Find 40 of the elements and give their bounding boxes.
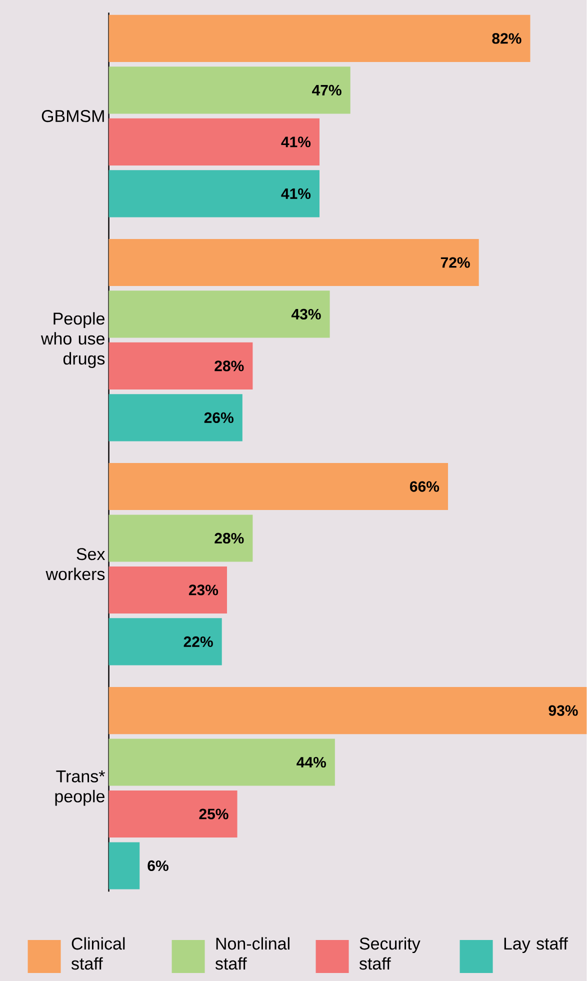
bar (108, 618, 222, 666)
data-label: 41% (281, 136, 311, 148)
bar (108, 566, 228, 614)
data-label: 22% (184, 636, 214, 648)
legend-label: Security staff (360, 937, 420, 970)
bar (108, 14, 530, 62)
data-label: 23% (189, 584, 218, 596)
data-label: 28% (214, 360, 244, 372)
bar (108, 238, 479, 286)
bar (108, 342, 253, 390)
data-label: 26% (204, 412, 234, 424)
bar (108, 842, 140, 890)
data-label: 72% (441, 257, 470, 268)
y-tick-label: Sex workers (46, 548, 106, 580)
bar (108, 514, 253, 562)
y-tick-label: GBMSM (42, 110, 104, 122)
data-label: 44% (296, 756, 326, 768)
y-tick-label: Trans* people (55, 770, 106, 806)
bar (108, 118, 320, 166)
legend-label: Clinical staff (72, 937, 125, 970)
legend-label: Non-clinal staff (216, 937, 290, 970)
bar (108, 462, 448, 510)
bar (108, 170, 320, 218)
data-label: 47% (312, 84, 342, 96)
data-label: 82% (492, 33, 522, 44)
bar (108, 790, 238, 838)
data-label: 93% (548, 705, 578, 716)
bar (108, 290, 330, 338)
data-label: 6% (148, 860, 169, 872)
y-tick-label: People who use drugs (41, 312, 105, 368)
legend-label: Lay staff (504, 937, 568, 954)
bar (108, 394, 243, 442)
data-label: 41% (281, 188, 311, 199)
bar (108, 686, 587, 734)
data-label: 43% (292, 308, 321, 320)
bar (108, 738, 336, 786)
data-label: 28% (214, 532, 244, 544)
data-label: 66% (410, 481, 440, 492)
data-label: 25% (199, 808, 228, 820)
bar (108, 66, 350, 114)
